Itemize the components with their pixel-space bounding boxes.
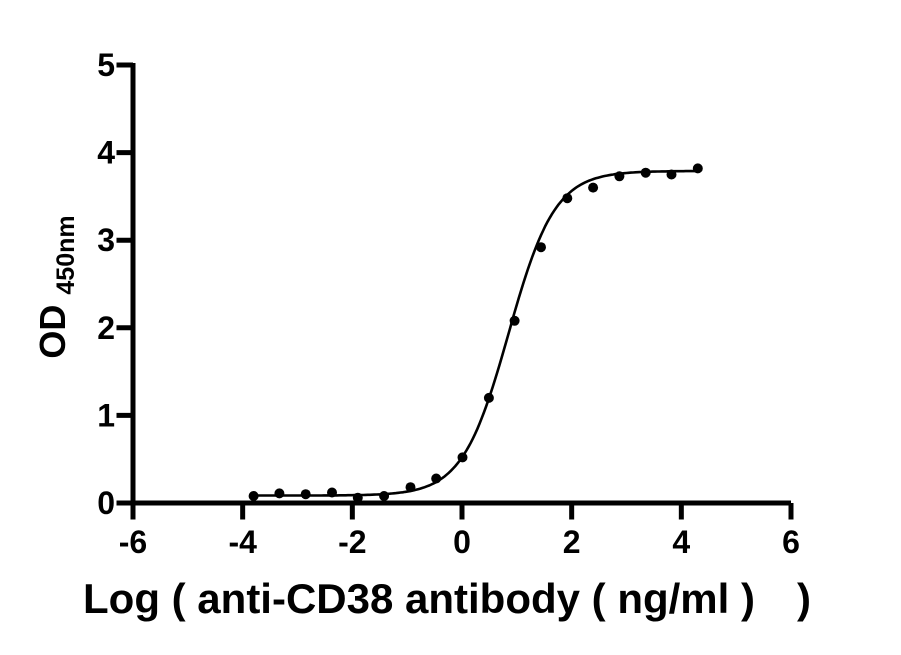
data-point bbox=[692, 163, 703, 174]
fit-curve bbox=[253, 169, 697, 497]
y-tick-label: 3 bbox=[97, 222, 115, 258]
x-tick-label: 6 bbox=[782, 524, 800, 560]
y-axis-title-subscript: 450nm bbox=[52, 215, 80, 294]
data-point bbox=[483, 392, 494, 403]
data-point bbox=[431, 473, 442, 484]
data-point bbox=[379, 491, 390, 501]
data-point bbox=[614, 171, 625, 182]
x-axis-title: Log ( anti-CD38 antibody ( ng/ml ) ) bbox=[83, 575, 811, 622]
sigmoid-curve-path bbox=[253, 169, 697, 497]
data-point bbox=[274, 488, 285, 499]
x-tick-label: 2 bbox=[563, 524, 581, 560]
data-point bbox=[509, 315, 520, 326]
x-tick-label: -6 bbox=[119, 524, 147, 560]
x-tick-label: 4 bbox=[672, 524, 690, 560]
axes: -6 -4 -2 0 2 4 6 0 1 2 3 4 5 bbox=[97, 47, 800, 560]
data-point bbox=[562, 193, 573, 204]
data-point bbox=[327, 487, 337, 498]
data-point bbox=[457, 452, 468, 463]
data-point bbox=[588, 182, 599, 193]
x-tick-label: 0 bbox=[453, 524, 471, 560]
y-tick-label: 2 bbox=[97, 310, 115, 346]
y-tick-label: 1 bbox=[97, 397, 115, 433]
data-point bbox=[405, 482, 416, 493]
y-axis-title-main: OD bbox=[32, 305, 73, 359]
data-point bbox=[248, 491, 259, 501]
y-tick-label: 4 bbox=[97, 135, 115, 171]
data-points bbox=[248, 163, 703, 503]
y-tick-label: 0 bbox=[97, 485, 115, 521]
data-point bbox=[536, 242, 546, 253]
y-axis-title: OD 450nm bbox=[32, 215, 80, 358]
x-tick-label: -4 bbox=[228, 524, 257, 560]
data-point bbox=[640, 167, 651, 178]
data-point bbox=[352, 492, 363, 503]
x-tick-label: -2 bbox=[338, 524, 366, 560]
data-point bbox=[666, 169, 677, 180]
y-tick-label: 5 bbox=[97, 47, 115, 83]
data-point bbox=[300, 489, 311, 500]
